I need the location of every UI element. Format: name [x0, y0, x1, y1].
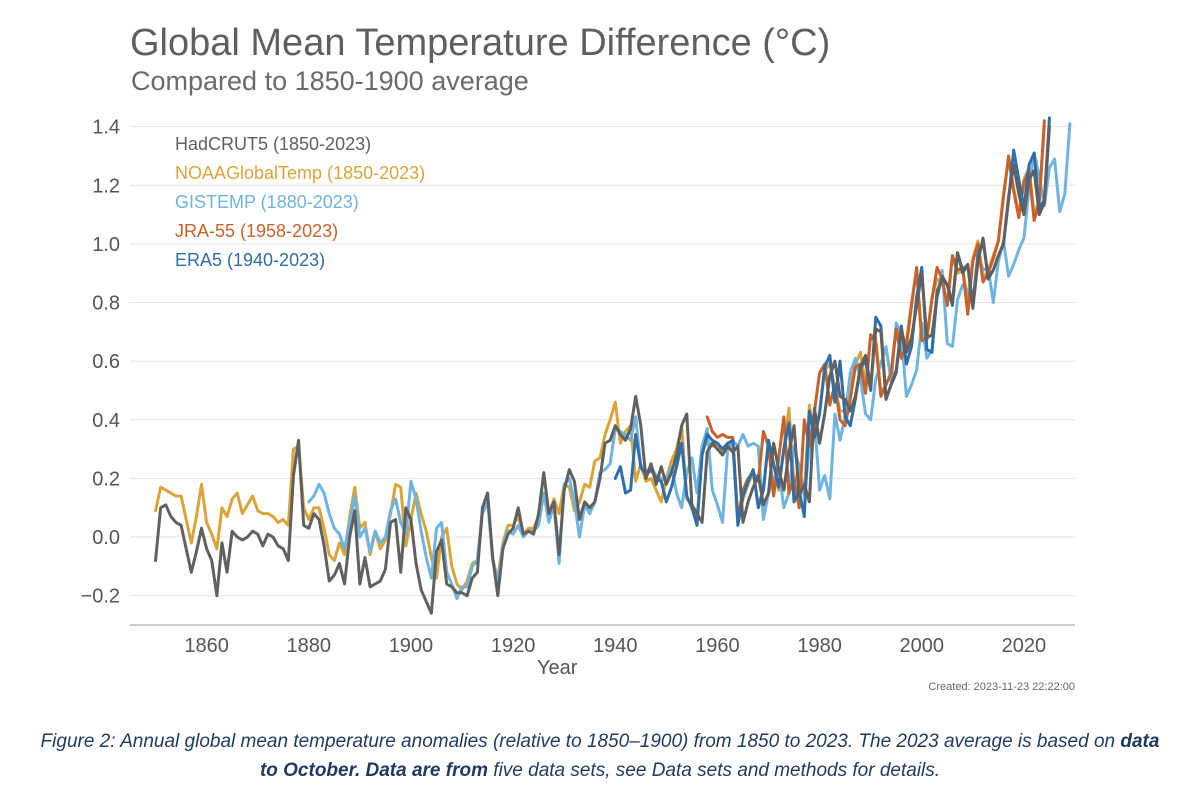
temperature-line-chart: −0.2 0.0 0.2 0.4 0.6 0.8 1.0 1.2 1.4 1860 1880 1900…	[81, 116, 1075, 679]
legend-entry: GISTEMP (1880-2023)	[175, 192, 359, 212]
series-line-hadcrut5	[154, 125, 1051, 615]
y-tick-label: 1.4	[92, 117, 120, 139]
legend-entry: NOAAGlobalTemp (1850-2023)	[175, 163, 425, 183]
x-tick-label: 1960	[695, 635, 740, 657]
y-tick-label: 0.4	[92, 410, 120, 432]
legend-entry: JRA-55 (1958-2023)	[175, 221, 338, 241]
x-tick-label: 2000	[900, 635, 945, 657]
x-axis-label: Year	[537, 657, 578, 679]
x-tick-label: 1920	[491, 635, 536, 657]
caption-bold-text: data to October.	[259, 731, 1160, 781]
y-tick-label: 1.0	[92, 234, 120, 256]
grid-lines	[130, 126, 1075, 597]
x-tick-label: 1900	[389, 635, 434, 657]
x-tick-label: 2020	[1002, 635, 1047, 657]
chart-title: Global Mean Temperature Difference (°C)	[130, 22, 831, 64]
caption-text: Annual global mean temperature anomalies…	[115, 731, 1121, 752]
x-tick-label: 1860	[184, 635, 229, 657]
chart-subtitle: Compared to 1850-1900 average	[131, 66, 529, 96]
caption-text-2: five data sets, see Data sets and method…	[488, 760, 941, 781]
x-tick-label: 1880	[287, 635, 332, 657]
axes: −0.2 0.0 0.2 0.4 0.6 0.8 1.0 1.2 1.4 1860 1880 1900…	[81, 117, 1075, 679]
y-tick-label: 0.8	[92, 293, 120, 315]
y-tick-label: 0.0	[92, 527, 120, 549]
legend: HadCRUT5 (1850-2023) NOAAGlobalTemp (1850…	[175, 134, 425, 270]
x-tick-label: 1980	[797, 635, 842, 657]
y-tick-label: 1.2	[92, 175, 120, 197]
created-timestamp: Created: 2023-11-23 22:22:00	[928, 681, 1075, 693]
legend-entry: HadCRUT5 (1850-2023)	[175, 134, 371, 154]
figure-caption: Figure 2: Annual global mean temperature…	[30, 727, 1170, 785]
caption-bold-text-2: Data are from	[360, 760, 489, 781]
caption-label: Figure 2:	[40, 731, 116, 752]
data-series	[154, 116, 1072, 615]
legend-entry: ERA5 (1940-2023)	[175, 250, 325, 270]
y-tick-label: −0.2	[81, 586, 120, 608]
x-tick-label: 1940	[593, 635, 638, 657]
y-tick-label: 0.2	[92, 468, 120, 490]
y-tick-label: 0.6	[92, 351, 120, 373]
